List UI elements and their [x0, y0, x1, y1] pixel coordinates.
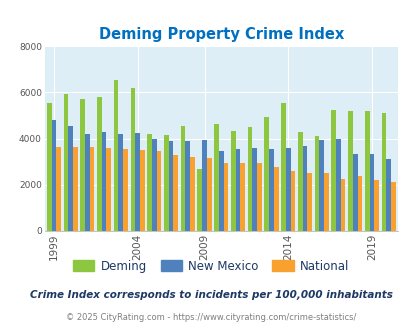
- Bar: [90, 147, 94, 231]
- Bar: [218, 151, 223, 231]
- Bar: [180, 126, 185, 231]
- Bar: [197, 169, 202, 231]
- Bar: [73, 147, 77, 231]
- Bar: [47, 103, 51, 231]
- Bar: [56, 147, 61, 231]
- Bar: [240, 163, 245, 231]
- Bar: [85, 134, 90, 231]
- Bar: [123, 149, 128, 231]
- Bar: [64, 94, 68, 231]
- Bar: [185, 141, 190, 231]
- Bar: [281, 103, 285, 231]
- Bar: [247, 127, 252, 231]
- Bar: [352, 154, 357, 231]
- Bar: [314, 136, 319, 231]
- Bar: [285, 148, 290, 231]
- Bar: [190, 157, 194, 231]
- Bar: [130, 88, 135, 231]
- Text: Deming Property Crime Index: Deming Property Crime Index: [98, 27, 343, 42]
- Bar: [323, 173, 328, 231]
- Bar: [335, 139, 340, 231]
- Bar: [214, 123, 218, 231]
- Text: Crime Index corresponds to incidents per 100,000 inhabitants: Crime Index corresponds to incidents per…: [30, 290, 392, 300]
- Bar: [164, 135, 168, 231]
- Bar: [173, 155, 178, 231]
- Bar: [97, 97, 102, 231]
- Bar: [390, 182, 395, 231]
- Bar: [135, 133, 140, 231]
- Bar: [386, 159, 390, 231]
- Bar: [373, 180, 378, 231]
- Bar: [68, 126, 73, 231]
- Bar: [80, 99, 85, 231]
- Bar: [151, 139, 156, 231]
- Bar: [340, 179, 345, 231]
- Bar: [223, 163, 228, 231]
- Bar: [140, 150, 144, 231]
- Text: © 2025 CityRating.com - https://www.cityrating.com/crime-statistics/: © 2025 CityRating.com - https://www.city…: [66, 313, 356, 322]
- Bar: [347, 111, 352, 231]
- Bar: [369, 154, 373, 231]
- Bar: [256, 163, 261, 231]
- Bar: [118, 134, 123, 231]
- Bar: [51, 120, 56, 231]
- Bar: [202, 140, 207, 231]
- Bar: [290, 171, 294, 231]
- Bar: [302, 146, 307, 231]
- Bar: [319, 140, 323, 231]
- Bar: [168, 141, 173, 231]
- Bar: [264, 116, 269, 231]
- Bar: [273, 168, 278, 231]
- Bar: [269, 149, 273, 231]
- Bar: [364, 111, 369, 231]
- Legend: Deming, New Mexico, National: Deming, New Mexico, National: [68, 255, 353, 278]
- Bar: [207, 158, 211, 231]
- Bar: [113, 80, 118, 231]
- Bar: [147, 134, 151, 231]
- Bar: [235, 149, 240, 231]
- Bar: [381, 113, 386, 231]
- Bar: [102, 132, 106, 231]
- Bar: [106, 148, 111, 231]
- Bar: [307, 173, 311, 231]
- Bar: [230, 130, 235, 231]
- Bar: [156, 151, 161, 231]
- Bar: [252, 148, 256, 231]
- Bar: [330, 110, 335, 231]
- Bar: [297, 132, 302, 231]
- Bar: [357, 176, 361, 231]
